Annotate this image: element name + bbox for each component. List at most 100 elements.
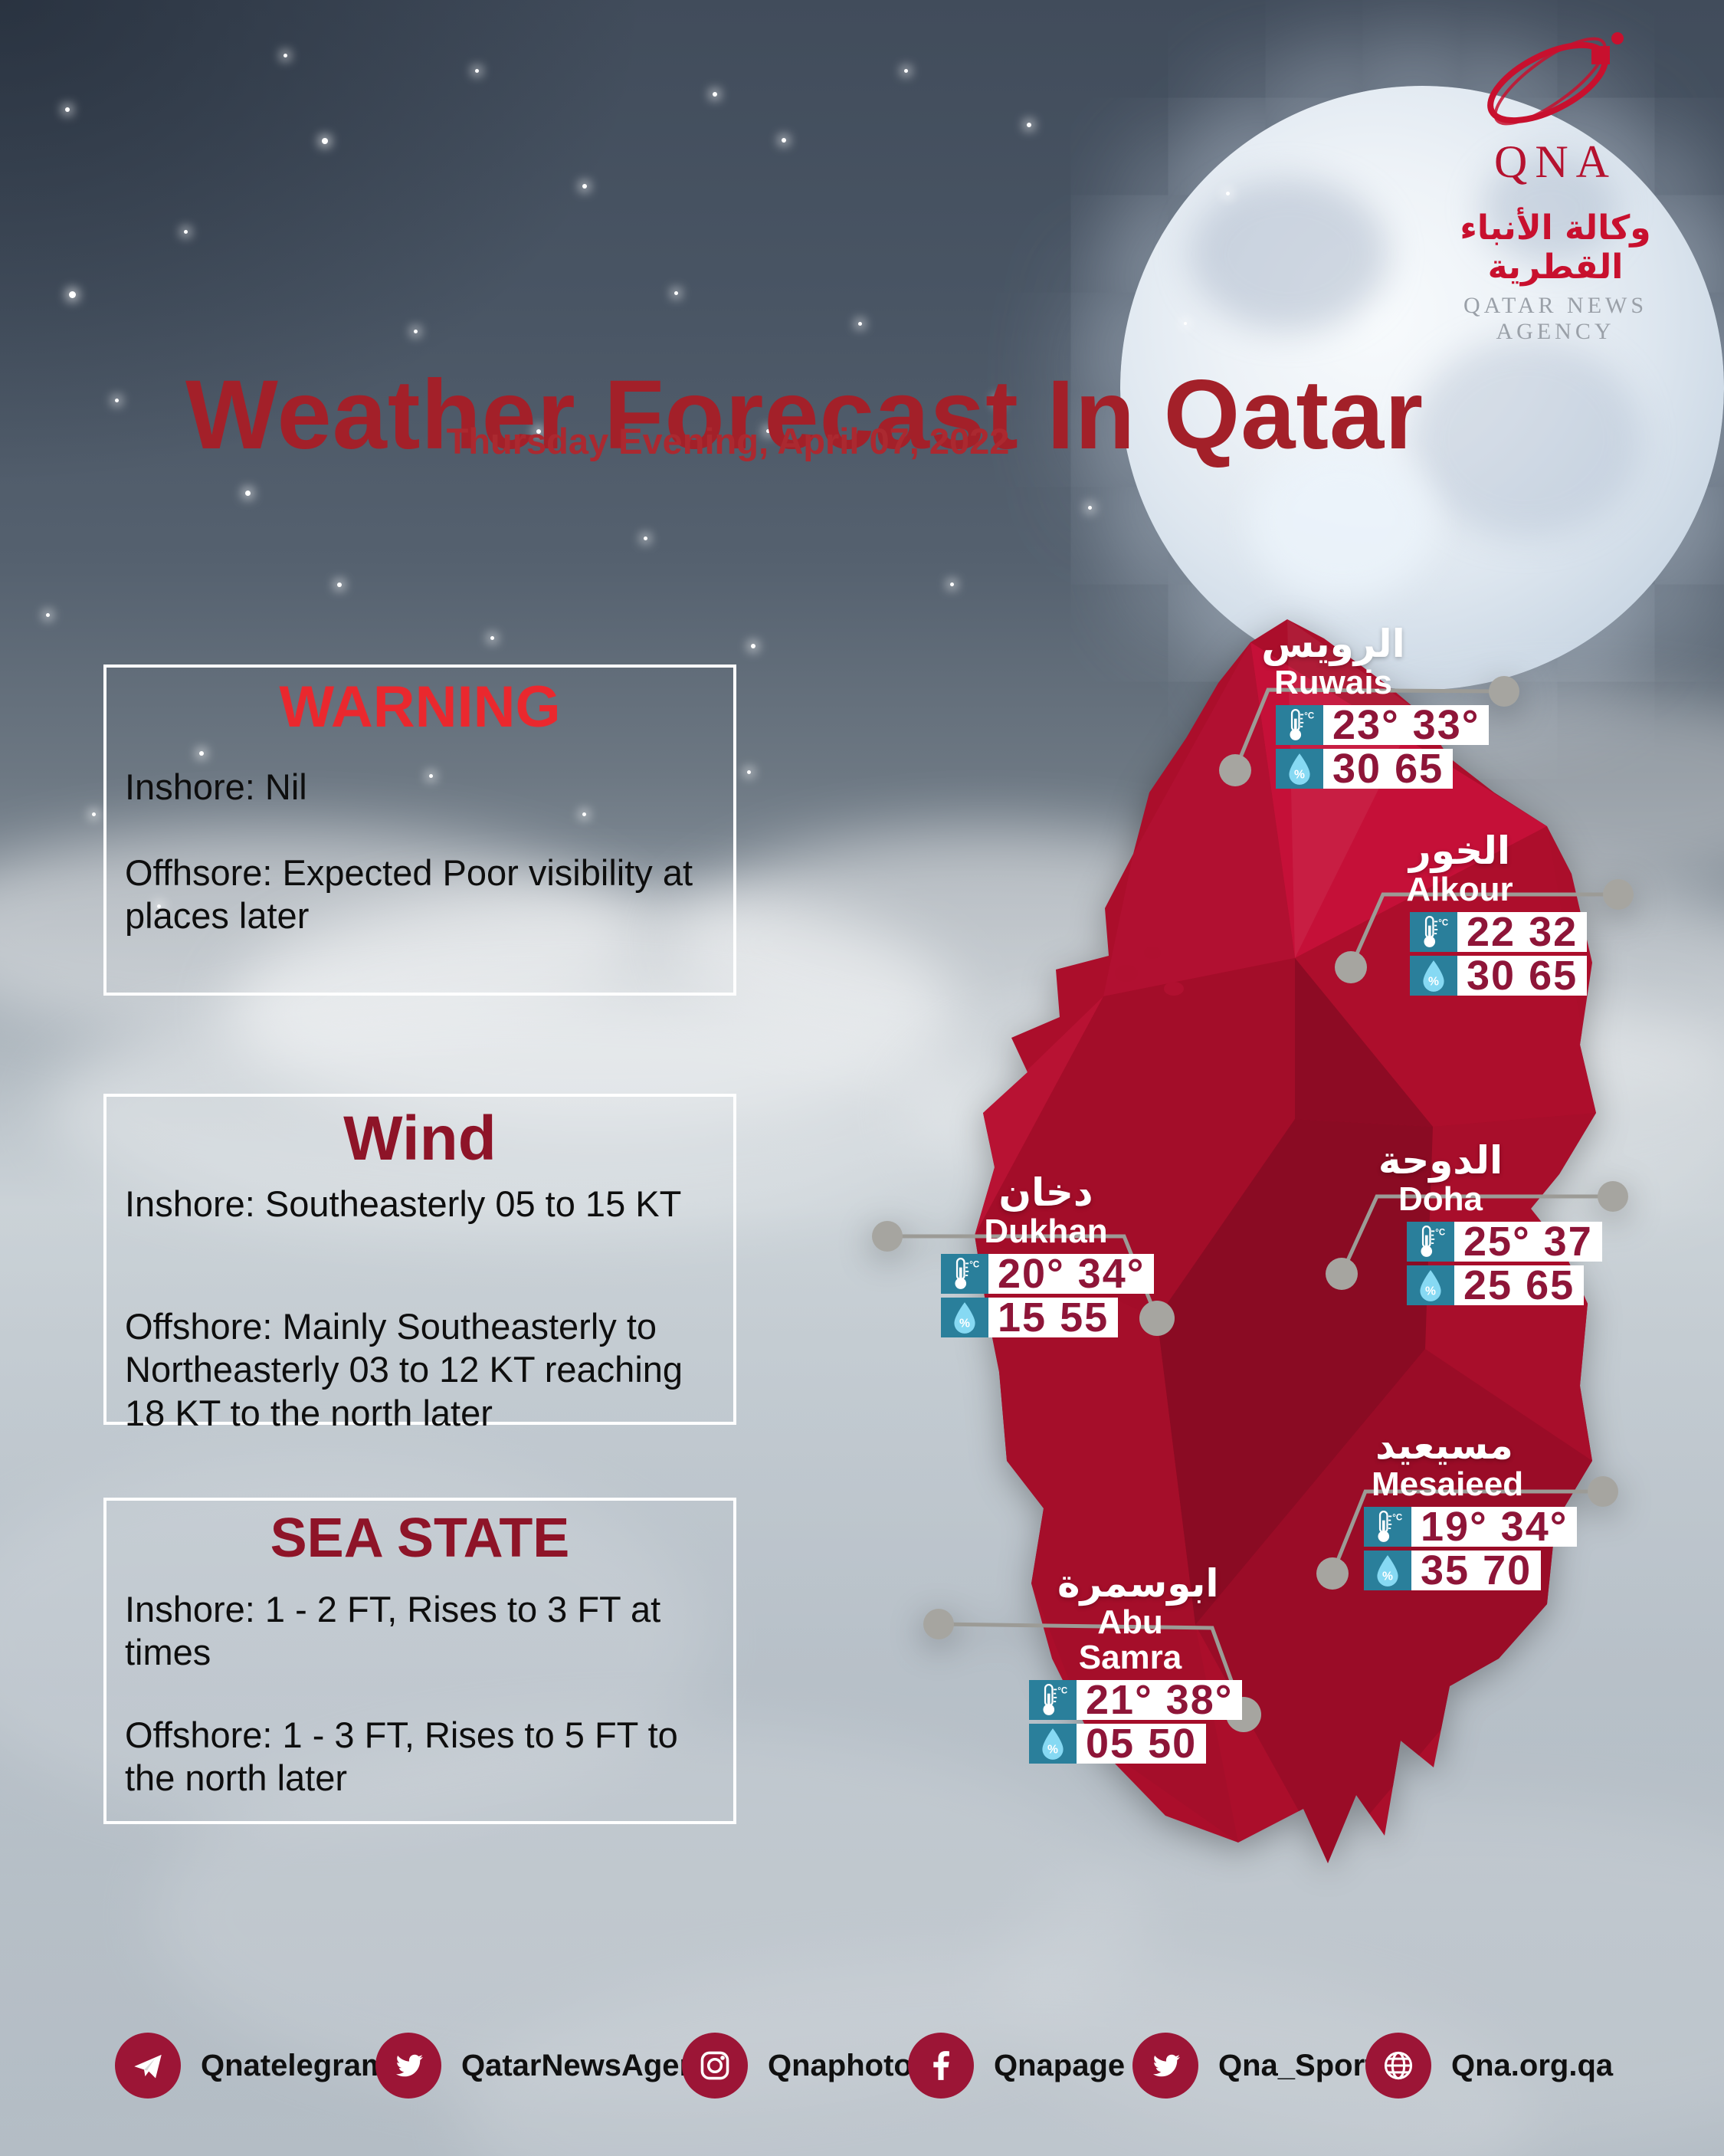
- city-name-arabic: الرويس: [1261, 622, 1405, 666]
- city-name-english: Mesaieed: [1372, 1465, 1524, 1503]
- qna-logo: QNA وكالة الأنباء القطرية QATAR NEWS AGE…: [1418, 31, 1693, 345]
- sea-state-title: SEA STATE: [270, 1508, 570, 1569]
- svg-text:%: %: [1382, 1570, 1393, 1583]
- island: [1144, 947, 1161, 959]
- qna-swirl-icon: [1487, 32, 1624, 126]
- social-label: Qnaphoto: [768, 2048, 913, 2082]
- humidity-values: 05 50: [1077, 1723, 1207, 1764]
- wind-inshore-text: Inshore: Southeasterly 05 to 15 KT: [125, 1183, 682, 1224]
- humidity-row: % 35 70: [1364, 1550, 1542, 1591]
- svg-text:°C: °C: [969, 1261, 979, 1270]
- thermometer-icon: °C: [1276, 705, 1323, 745]
- social-label: Qnatelegram: [201, 2048, 388, 2082]
- social-twitter-news[interactable]: QatarNewsAgency: [375, 2033, 732, 2099]
- city-name-english: Doha: [1398, 1180, 1483, 1218]
- svg-text:°C: °C: [1057, 1687, 1067, 1696]
- temperature-row: °C 19° 34°: [1364, 1506, 1578, 1547]
- qna-english-name: QATAR NEWS AGENCY: [1463, 293, 1648, 344]
- warning-panel: WARNING Inshore: Nil Offhsore: Expected …: [103, 665, 736, 996]
- humidity-row: % 05 50: [1029, 1723, 1207, 1764]
- social-facebook[interactable]: Qnapage: [908, 2033, 1125, 2099]
- city-name-english: Abu Samra: [1078, 1603, 1182, 1676]
- twitter-icon: [375, 2033, 441, 2099]
- humidity-row: % 25 65: [1407, 1265, 1585, 1306]
- humidity-icon: %: [1364, 1551, 1411, 1590]
- temperature-values: 22 32: [1457, 911, 1588, 953]
- temperature-values: 19° 34°: [1411, 1506, 1578, 1547]
- thermometer-icon: °C: [1407, 1222, 1454, 1262]
- city-name-english: Ruwais: [1273, 664, 1393, 701]
- svg-text:°C: °C: [1438, 919, 1448, 928]
- temperature-row: °C 25° 37: [1407, 1221, 1602, 1262]
- svg-text:%: %: [1047, 1744, 1058, 1757]
- social-telegram[interactable]: Qnatelegram: [115, 2033, 388, 2099]
- marker-mesaieed: [1316, 1557, 1349, 1590]
- wind-title: Wind: [343, 1104, 497, 1173]
- city-alkour: الخور Alkour °C 22 32 % 30 65: [1387, 829, 1588, 996]
- humidity-icon: %: [1276, 749, 1323, 789]
- humidity-icon: %: [1407, 1265, 1454, 1305]
- marker-ruwais: [1219, 754, 1251, 786]
- temperature-values: 25° 37: [1454, 1221, 1602, 1262]
- social-label: Qnapage: [994, 2048, 1126, 2082]
- thermometer-icon: °C: [1364, 1507, 1411, 1547]
- city-dukhan: دخان Dukhan °C 20° 34° % 15 55: [941, 1170, 1155, 1338]
- temperature-row: °C 22 32: [1410, 911, 1588, 953]
- temperature-row: °C 21° 38°: [1029, 1679, 1243, 1721]
- humidity-values: 30 65: [1457, 955, 1588, 996]
- marker-mesaieed-end: [1588, 1476, 1618, 1507]
- globe-icon: [1365, 2033, 1431, 2099]
- island: [1164, 982, 1184, 996]
- city-name-arabic: الدوحة: [1378, 1138, 1503, 1183]
- city-name-english: Alkour: [1406, 871, 1513, 908]
- city-abu-samra: ابوسمرة Abu Samra °C 21° 38° % 05 50: [1029, 1561, 1243, 1764]
- telegram-icon: [115, 2033, 181, 2099]
- social-website[interactable]: Qna.org.qa: [1365, 2033, 1613, 2099]
- humidity-row: % 15 55: [941, 1297, 1119, 1338]
- temperature-values: 21° 38°: [1077, 1679, 1243, 1721]
- temperature-row: °C 23° 33°: [1276, 704, 1490, 746]
- thermometer-icon: °C: [1410, 912, 1457, 952]
- marker-ruwais-end: [1489, 676, 1519, 707]
- qna-arabic-name: وكالة الأنباء القطرية: [1460, 208, 1651, 287]
- city-mesaieed: مسيعيد Mesaieed °C 19° 34° % 35 70: [1364, 1424, 1578, 1591]
- wind-offshore-text: Offshore: Mainly Southeasterly to Northe…: [125, 1306, 683, 1433]
- city-name-arabic: ابوسمرة: [1057, 1561, 1219, 1606]
- city-name-arabic: دخان: [998, 1170, 1093, 1215]
- humidity-row: % 30 65: [1410, 955, 1588, 996]
- thermometer-icon: °C: [1029, 1680, 1077, 1720]
- social-label: Qna_Sports: [1218, 2048, 1392, 2082]
- facebook-icon: [908, 2033, 974, 2099]
- island: [1115, 965, 1138, 982]
- svg-text:%: %: [1425, 1285, 1436, 1298]
- twitter-icon: [1132, 2033, 1198, 2099]
- marker-alkour-end: [1603, 879, 1634, 910]
- sea-state-panel: SEA STATE Inshore: 1 - 2 FT, Rises to 3 …: [103, 1498, 736, 1824]
- svg-text:%: %: [959, 1318, 970, 1331]
- svg-text:%: %: [1294, 769, 1305, 782]
- svg-text:%: %: [1428, 976, 1439, 989]
- page-title: Weather Forecast In Qatar: [185, 359, 1424, 470]
- humidity-icon: %: [941, 1298, 988, 1337]
- city-name-arabic: الخور: [1408, 829, 1511, 873]
- marker-alkour: [1335, 951, 1367, 983]
- sea-state-offshore-text: Offshore: 1 - 3 FT, Rises to 5 FT to the…: [125, 1715, 678, 1799]
- humidity-values: 25 65: [1454, 1265, 1585, 1306]
- humidity-values: 30 65: [1323, 748, 1454, 789]
- marker-dukhan: [1139, 1301, 1175, 1336]
- temperature-values: 23° 33°: [1323, 704, 1490, 746]
- city-ruwais: الرويس Ruwais °C 23° 33° % 30 65: [1257, 622, 1490, 789]
- warning-offshore-text: Offhsore: Expected Poor visibility at pl…: [125, 852, 693, 937]
- humidity-row: % 30 65: [1276, 748, 1454, 789]
- warning-inshore-text: Inshore: Nil: [125, 766, 307, 807]
- humidity-icon: %: [1410, 956, 1457, 996]
- social-twitter-sports[interactable]: Qna_Sports: [1132, 2033, 1392, 2099]
- wind-panel: Wind Inshore: Southeasterly 05 to 15 KT …: [103, 1094, 736, 1433]
- temperature-row: °C 20° 34°: [941, 1253, 1155, 1295]
- svg-text:°C: °C: [1435, 1229, 1445, 1238]
- social-instagram[interactable]: Qnaphoto: [682, 2033, 913, 2099]
- humidity-icon: %: [1029, 1724, 1077, 1764]
- thermometer-icon: °C: [941, 1254, 988, 1294]
- warning-title: WARNING: [279, 674, 561, 740]
